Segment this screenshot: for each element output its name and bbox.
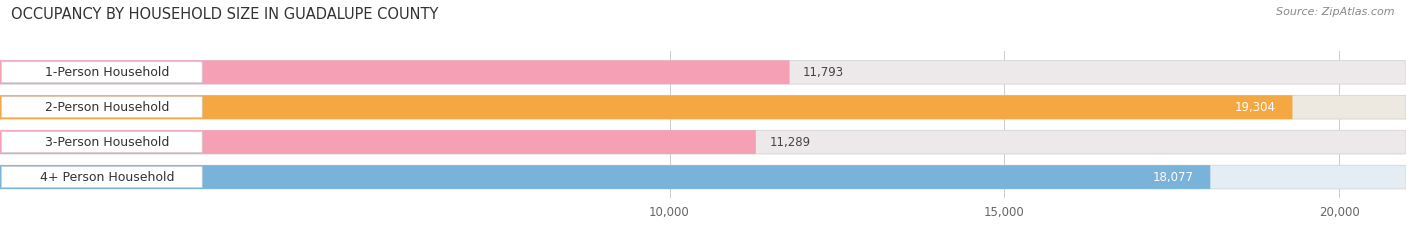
FancyBboxPatch shape bbox=[1, 167, 202, 188]
FancyBboxPatch shape bbox=[0, 95, 1406, 119]
Text: 19,304: 19,304 bbox=[1234, 101, 1275, 114]
FancyBboxPatch shape bbox=[0, 95, 1292, 119]
Text: 2-Person Household: 2-Person Household bbox=[45, 101, 169, 114]
Text: 11,793: 11,793 bbox=[803, 66, 844, 79]
Text: Source: ZipAtlas.com: Source: ZipAtlas.com bbox=[1277, 7, 1395, 17]
Text: 3-Person Household: 3-Person Household bbox=[45, 136, 169, 149]
Text: 1-Person Household: 1-Person Household bbox=[45, 66, 169, 79]
FancyBboxPatch shape bbox=[1, 132, 202, 153]
FancyBboxPatch shape bbox=[0, 165, 1406, 189]
FancyBboxPatch shape bbox=[0, 130, 1406, 154]
FancyBboxPatch shape bbox=[0, 60, 1406, 84]
Text: OCCUPANCY BY HOUSEHOLD SIZE IN GUADALUPE COUNTY: OCCUPANCY BY HOUSEHOLD SIZE IN GUADALUPE… bbox=[11, 7, 439, 22]
Text: 18,077: 18,077 bbox=[1153, 171, 1194, 184]
FancyBboxPatch shape bbox=[0, 165, 1211, 189]
FancyBboxPatch shape bbox=[1, 97, 202, 118]
FancyBboxPatch shape bbox=[0, 60, 790, 84]
FancyBboxPatch shape bbox=[0, 130, 756, 154]
Text: 11,289: 11,289 bbox=[769, 136, 810, 149]
Text: 4+ Person Household: 4+ Person Household bbox=[39, 171, 174, 184]
FancyBboxPatch shape bbox=[1, 62, 202, 83]
